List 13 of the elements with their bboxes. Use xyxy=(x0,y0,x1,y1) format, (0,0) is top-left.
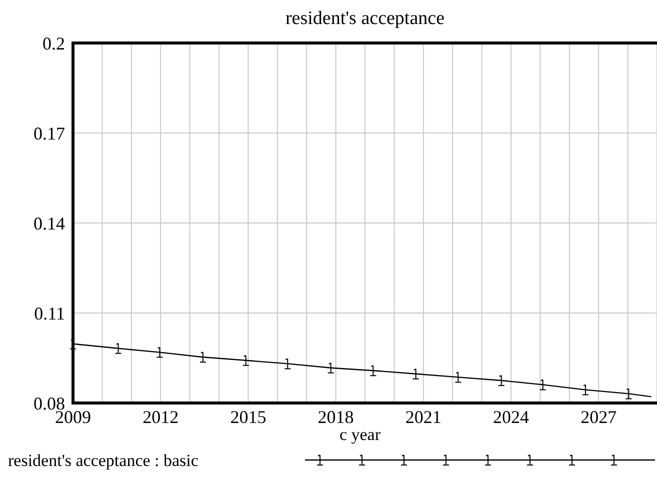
x-tick-label: 2012 xyxy=(142,407,179,427)
x-tick-label: 2015 xyxy=(230,407,266,427)
chart-title: resident's acceptance xyxy=(285,8,445,29)
x-tick-label: 2021 xyxy=(405,407,442,427)
y-tick-label: 0.14 xyxy=(34,213,65,234)
x-tick-label: 2018 xyxy=(318,407,354,427)
x-axis-title: c year xyxy=(339,425,381,444)
y-tick-label: 0.11 xyxy=(34,303,65,324)
x-tick-label: 2027 xyxy=(580,407,617,427)
text: resident's acceptance : basic xyxy=(8,450,199,470)
y-tick-label: 0.17 xyxy=(34,123,65,144)
x-tick-label: 2024 xyxy=(493,407,529,427)
y-tick-label: 0.2 xyxy=(42,33,65,54)
